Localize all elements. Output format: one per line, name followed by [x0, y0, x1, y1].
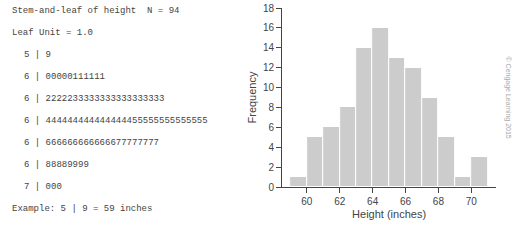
svg-text:8: 8	[269, 102, 275, 113]
svg-text:2: 2	[269, 162, 275, 173]
svg-text:10: 10	[263, 82, 275, 93]
svg-text:6 | 2222233333333333333333: 6 | 2222233333333333333333	[24, 94, 164, 104]
svg-text:6 | 44444444444444445555555555: 6 | 444444444444444455555555555555	[24, 116, 208, 126]
svg-text:60: 60	[301, 196, 313, 207]
svg-text:6 | 88889999: 6 | 88889999	[24, 160, 89, 170]
svg-text:14: 14	[263, 42, 275, 53]
svg-text:Height (inches): Height (inches)	[352, 208, 426, 220]
svg-text:62: 62	[334, 196, 346, 207]
svg-text:66: 66	[400, 196, 412, 207]
svg-text:© Cengage Learning 2015: © Cengage Learning 2015	[504, 57, 512, 139]
svg-text:Leaf Unit = 1.0: Leaf Unit = 1.0	[12, 28, 93, 38]
svg-text:12: 12	[263, 62, 275, 73]
svg-text:6 | 666666666666677777777: 6 | 666666666666677777777	[24, 138, 159, 148]
svg-text:0: 0	[269, 182, 275, 193]
svg-text:Example: 5 | 9 = 59 inches: Example: 5 | 9 = 59 inches	[12, 204, 152, 214]
svg-text:Frequency: Frequency	[246, 71, 258, 123]
svg-text:70: 70	[466, 196, 478, 207]
svg-text:64: 64	[367, 196, 379, 207]
svg-text:68: 68	[433, 196, 445, 207]
svg-text:6: 6	[269, 122, 275, 133]
svg-text:5 | 9: 5 | 9	[24, 50, 51, 60]
svg-text:18: 18	[263, 3, 275, 14]
svg-text:16: 16	[263, 22, 275, 33]
svg-text:Stem-and-leaf of height N = 9: Stem-and-leaf of height N = 94	[12, 6, 179, 16]
svg-text:6 | 00000111111: 6 | 00000111111	[24, 72, 105, 82]
svg-text:7 | 000: 7 | 000	[24, 182, 62, 192]
svg-text:4: 4	[269, 142, 275, 153]
